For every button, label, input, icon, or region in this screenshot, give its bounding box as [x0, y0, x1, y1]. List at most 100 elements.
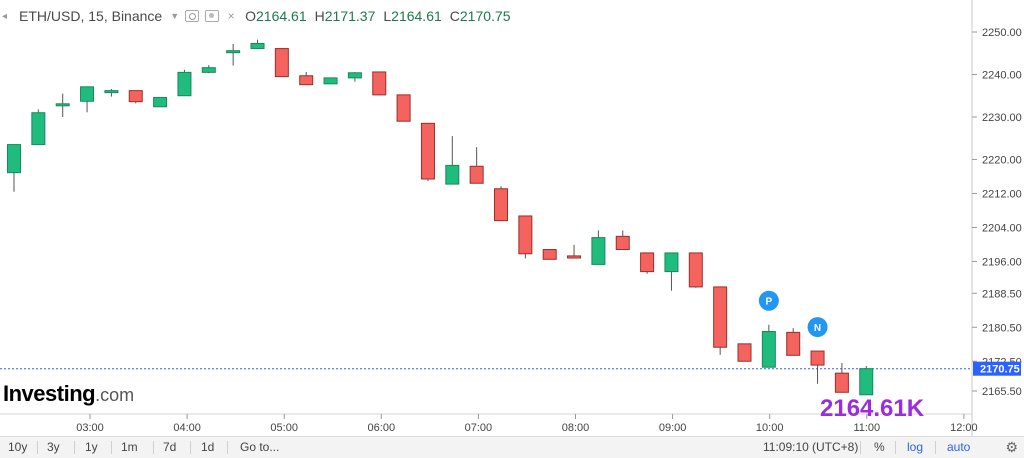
investing-logo: Investing.com	[3, 381, 135, 406]
candle-down	[396, 94, 411, 122]
x-tick-label: 12:00	[950, 422, 978, 434]
candle-up	[226, 50, 241, 54]
candle-down	[372, 71, 387, 96]
candle-up	[664, 252, 679, 273]
ohlc-high: H2171.37	[314, 8, 376, 24]
clock-time: 11:09:10	[763, 440, 809, 454]
candle-up	[55, 103, 70, 107]
candle-down	[128, 90, 143, 103]
candle-down	[420, 122, 435, 180]
chart-header: ◂ ETH/USD, 15, Binance ▼ × O2164.61 H217…	[2, 6, 517, 26]
event-marker-n[interactable]	[807, 317, 828, 338]
y-tick-label: 2250.00	[982, 27, 1022, 39]
candle-up	[31, 112, 46, 146]
candle-up	[153, 96, 168, 108]
eye-icon[interactable]	[185, 10, 200, 22]
candle-down	[567, 255, 582, 259]
candle-down	[737, 343, 752, 362]
y-tick-label: 2240.00	[982, 69, 1022, 81]
percent-toggle[interactable]: %	[874, 440, 885, 454]
candle-down	[518, 215, 533, 255]
y-tick-label: 2230.00	[982, 112, 1022, 124]
ohlc-low: L2164.61	[383, 8, 442, 24]
candle-down	[786, 331, 801, 356]
x-tick-label: 03:00	[76, 422, 104, 434]
x-tick-label: 07:00	[465, 422, 493, 434]
candle-up	[859, 368, 874, 396]
divider	[190, 441, 191, 454]
range-7d[interactable]: 7d	[163, 440, 177, 454]
y-tick-label: 2165.50	[982, 386, 1022, 398]
candle-up	[761, 331, 776, 368]
big-price-label: 2164.61K	[820, 395, 925, 422]
close-icon[interactable]: ×	[227, 9, 235, 23]
x-tick-label: 11:00	[853, 422, 880, 434]
divider	[227, 441, 228, 454]
candle-down	[274, 48, 289, 78]
y-tick-label: 2212.00	[982, 188, 1022, 200]
candle-up	[347, 72, 362, 79]
divider	[74, 441, 75, 454]
last-price-tag	[973, 361, 1021, 376]
candle-down	[834, 372, 849, 393]
collapse-arrow-icon[interactable]: ◂	[2, 10, 8, 22]
candle-up	[250, 42, 265, 50]
chevron-down-icon[interactable]: ▼	[170, 11, 180, 21]
timezone-button[interactable]: (UTC+8)	[812, 440, 859, 454]
y-tick-label: 2188.50	[982, 288, 1022, 300]
divider	[895, 441, 896, 454]
divider	[153, 441, 154, 454]
candle-up	[80, 86, 95, 102]
x-tick-label: 04:00	[173, 422, 201, 434]
candle-down	[494, 188, 508, 222]
candle-up	[591, 237, 606, 265]
divider	[860, 441, 861, 454]
range-1d[interactable]: 1d	[201, 440, 215, 454]
candle-up	[104, 90, 119, 94]
candle-down	[688, 252, 703, 288]
candle-down	[469, 165, 484, 184]
range-10y[interactable]: 10y	[8, 440, 28, 454]
candle-down	[640, 252, 655, 273]
divider	[935, 441, 936, 454]
x-tick-label: 09:00	[659, 422, 687, 434]
range-1m[interactable]: 1m	[121, 440, 138, 454]
x-tick-label: 08:00	[562, 422, 590, 434]
price-chart[interactable]: 2250.00 2240.00 2230.00 2220.00 2212.00 2204.…	[0, 0, 1024, 436]
candle-up	[7, 144, 21, 174]
range-1y[interactable]: 1y	[85, 440, 98, 454]
candle-down	[810, 350, 825, 366]
bottom-toolbar: 10y 3y 1y 1m 7d 1d Go to... 11:09:10 (UT…	[0, 436, 1024, 458]
event-marker-label: P	[766, 297, 773, 308]
ohlc-open: O2164.61	[245, 8, 307, 24]
auto-toggle[interactable]: auto	[947, 440, 971, 454]
candle-down	[615, 235, 630, 251]
range-3y[interactable]: 3y	[47, 440, 60, 454]
gear-icon[interactable]	[205, 10, 220, 22]
y-tick-label: 2204.00	[982, 222, 1022, 234]
candle-up	[201, 67, 216, 73]
candle-down	[713, 286, 728, 348]
x-tick-label: 10:00	[756, 422, 784, 434]
divider	[37, 441, 38, 454]
x-tick-label: 06:00	[368, 422, 396, 434]
goto-date-button[interactable]: Go to...	[240, 440, 280, 454]
event-marker-p[interactable]	[758, 290, 779, 311]
candle-up	[177, 71, 192, 97]
y-tick-label: 2196.00	[982, 256, 1022, 268]
y-tick-label: 2180.50	[982, 322, 1022, 334]
divider	[111, 441, 112, 454]
y-tick-label: 2220.00	[982, 154, 1022, 166]
symbol-title[interactable]: ETH/USD, 15, Binance	[19, 8, 163, 24]
candle-down	[542, 249, 557, 260]
x-tick-label: 05:00	[270, 422, 298, 434]
candle-up	[445, 164, 460, 185]
settings-gear-icon[interactable]: ⚙	[1005, 439, 1018, 455]
candle-up	[323, 77, 338, 85]
event-marker-label: N	[814, 323, 821, 334]
ohlc-close: C2170.75	[449, 8, 511, 24]
candle-down	[299, 75, 314, 86]
log-toggle[interactable]: log	[907, 440, 924, 454]
last-price-tag-label: 2170.75	[980, 364, 1020, 376]
chart-area[interactable]: 2250.00 2240.00 2230.00 2220.00 2212.00 2204.…	[0, 0, 1024, 436]
